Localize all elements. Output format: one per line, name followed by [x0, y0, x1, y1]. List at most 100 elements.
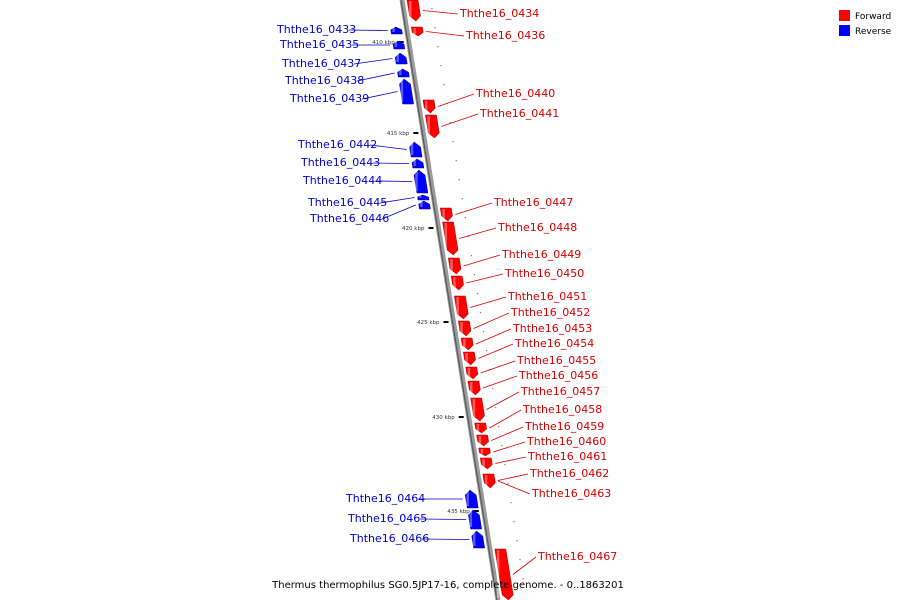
gene-arrow[interactable]	[494, 548, 514, 600]
gene-arrow[interactable]	[478, 447, 491, 457]
gene-Ththe16_0467[interactable]	[494, 548, 514, 600]
gene-label[interactable]: Ththe16_0446	[309, 212, 389, 225]
gene-Ththe16_0450[interactable]	[450, 275, 464, 291]
gene-arrow[interactable]	[425, 114, 440, 139]
gene-arrow[interactable]	[392, 40, 406, 50]
gene-label[interactable]: Ththe16_0448	[497, 221, 577, 234]
gene-label[interactable]: Ththe16_0459	[524, 420, 604, 433]
gene-Ththe16_0452[interactable]	[458, 320, 472, 337]
gene-arrow[interactable]	[464, 489, 479, 509]
gene-label[interactable]: Ththe16_0439	[289, 92, 369, 105]
gene-label[interactable]: Ththe16_0464	[345, 492, 425, 505]
gene-label[interactable]: Ththe16_0440	[475, 87, 555, 100]
gene-arrow[interactable]	[470, 397, 485, 422]
gene-arrow[interactable]	[463, 351, 476, 366]
gene-label[interactable]: Ththe16_0445	[307, 196, 387, 209]
gene-Ththe16_0455[interactable]	[465, 366, 479, 380]
gene-Ththe16_0449[interactable]	[447, 257, 462, 275]
gene-label[interactable]: Ththe16_0451	[507, 290, 587, 303]
gene-arrow[interactable]	[394, 52, 408, 65]
gene-arrow[interactable]	[406, 0, 421, 22]
gene-label[interactable]: Ththe16_0462	[529, 467, 609, 480]
gene-Ththe16_0436[interactable]	[411, 26, 424, 37]
gene-Ththe16_0443[interactable]	[411, 158, 425, 169]
gene-Ththe16_0464[interactable]	[464, 489, 479, 509]
gene-Ththe16_0461[interactable]	[479, 457, 493, 470]
gene-label[interactable]: Ththe16_0458	[522, 403, 602, 416]
gene-Ththe16_0442[interactable]	[409, 141, 423, 158]
gene-label[interactable]: Ththe16_0453	[512, 322, 592, 335]
gene-label[interactable]: Ththe16_0463	[531, 487, 611, 500]
gene-arrow[interactable]	[397, 68, 410, 78]
gene-Ththe16_0437[interactable]	[394, 52, 408, 65]
gene-Ththe16_0441[interactable]	[425, 114, 440, 139]
gene-label[interactable]: Ththe16_0466	[349, 532, 429, 545]
gene-label[interactable]: Ththe16_0460	[526, 435, 606, 448]
gene-arrow[interactable]	[418, 200, 431, 210]
gene-arrow[interactable]	[399, 78, 414, 105]
gene-Ththe16_0438[interactable]	[397, 68, 410, 78]
gene-arrow[interactable]	[409, 141, 423, 158]
gene-arrow[interactable]	[411, 158, 425, 169]
gene-Ththe16_0456[interactable]	[467, 380, 481, 396]
gene-Ththe16_0460[interactable]	[478, 447, 491, 457]
gene-arrow[interactable]	[450, 275, 464, 291]
gene-Ththe16_0463[interactable]	[482, 473, 496, 489]
gene-label[interactable]: Ththe16_0438	[284, 74, 364, 87]
gene-Ththe16_0454[interactable]	[463, 351, 476, 366]
gene-arrow[interactable]	[479, 457, 493, 470]
gene-label[interactable]: Ththe16_0433	[276, 23, 356, 36]
gene-label[interactable]: Ththe16_0442	[297, 138, 377, 151]
gene-arrow[interactable]	[422, 99, 436, 114]
gene-Ththe16_0465[interactable]	[468, 509, 482, 530]
gene-Ththe16_0440[interactable]	[422, 99, 436, 114]
gene-arrow[interactable]	[467, 380, 481, 396]
gene-arrow[interactable]	[413, 169, 429, 194]
gene-arrow[interactable]	[411, 26, 424, 37]
gene-label[interactable]: Ththe16_0457	[520, 385, 600, 398]
gene-arrow[interactable]	[460, 337, 474, 351]
gene-label[interactable]: Ththe16_0455	[516, 354, 596, 367]
gene-label[interactable]: Ththe16_0435	[279, 38, 359, 51]
gene-Ththe16_0448[interactable]	[442, 221, 459, 256]
gene-Ththe16_0439[interactable]	[399, 78, 414, 105]
gene-Ththe16_0447[interactable]	[439, 207, 453, 222]
gene-label[interactable]: Ththe16_0454	[514, 337, 594, 350]
gene-label[interactable]: Ththe16_0444	[302, 174, 382, 187]
gene-arrow[interactable]	[439, 207, 453, 222]
gene-Ththe16_0457[interactable]	[470, 397, 485, 422]
gene-arrow[interactable]	[471, 530, 485, 549]
gene-label[interactable]: Ththe16_0456	[518, 369, 598, 382]
gene-arrow[interactable]	[442, 221, 459, 256]
gene-Ththe16_0434[interactable]	[406, 0, 421, 22]
gene-arrow[interactable]	[465, 366, 479, 380]
gene-arrow[interactable]	[447, 257, 462, 275]
gene-Ththe16_0459[interactable]	[476, 434, 489, 447]
gene-Ththe16_0446[interactable]	[418, 200, 431, 210]
gene-arrow[interactable]	[476, 434, 489, 447]
gene-arrow[interactable]	[474, 422, 487, 434]
gene-Ththe16_0445[interactable]	[417, 194, 430, 201]
gene-label[interactable]: Ththe16_0450	[504, 267, 584, 280]
gene-label[interactable]: Ththe16_0436	[465, 29, 545, 42]
gene-label[interactable]: Ththe16_0449	[501, 248, 581, 261]
gene-label[interactable]: Ththe16_0465	[347, 512, 427, 525]
gene-label[interactable]: Ththe16_0441	[479, 107, 559, 120]
gene-label[interactable]: Ththe16_0452	[510, 306, 590, 319]
gene-Ththe16_0453[interactable]	[460, 337, 474, 351]
gene-label[interactable]: Ththe16_0447	[493, 196, 573, 209]
gene-arrow[interactable]	[482, 473, 496, 489]
gene-Ththe16_0444[interactable]	[413, 169, 429, 194]
gene-Ththe16_0451[interactable]	[454, 295, 469, 320]
gene-arrow[interactable]	[468, 509, 482, 530]
gene-Ththe16_0433[interactable]	[390, 26, 403, 35]
gene-label[interactable]: Ththe16_0461	[527, 450, 607, 463]
gene-label[interactable]: Ththe16_0434	[459, 7, 539, 20]
gene-label[interactable]: Ththe16_0443	[300, 156, 380, 169]
gene-Ththe16_0466[interactable]	[471, 530, 485, 549]
gene-arrow[interactable]	[458, 320, 472, 337]
gene-label[interactable]: Ththe16_0437	[281, 57, 361, 70]
gene-arrow[interactable]	[454, 295, 469, 320]
gene-arrow[interactable]	[417, 194, 430, 201]
gene-Ththe16_0435[interactable]	[392, 40, 406, 50]
